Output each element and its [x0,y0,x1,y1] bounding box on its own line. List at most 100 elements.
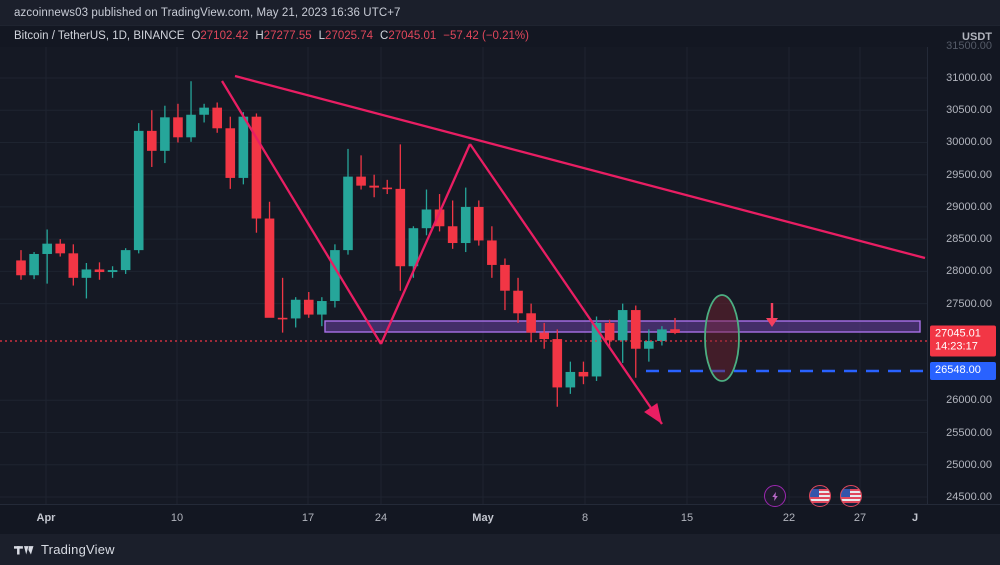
ohlc-high: H27277.55 [255,30,311,42]
candle [212,102,222,133]
candle [447,200,458,249]
time-tick: 22 [782,512,796,524]
countdown-timer: 14:23:17 [935,340,978,353]
price-tick: 29500.00 [946,168,992,181]
ohlc-close: C27045.01 [380,30,436,42]
high-label: H [255,30,264,42]
trendline-arrowhead [644,402,662,424]
blue-level-badge[interactable]: 26548.00 [930,362,996,380]
us-economic-event-marker-2[interactable] [840,485,862,507]
candle [251,113,262,233]
candle [565,361,576,394]
open-value: 27102.42 [200,30,249,42]
close-label: C [380,30,389,42]
candle [133,123,144,254]
us-flag-icon [841,489,861,503]
candle [500,258,510,311]
candle [591,316,602,381]
candle [94,262,105,280]
candle [120,248,131,274]
candle [55,239,66,257]
us-flag-icon [810,489,830,503]
candle [395,144,406,291]
candle [487,226,497,278]
highlight-ellipse [704,294,740,382]
time-tick: Apr [36,512,56,524]
axis-corner [928,504,1000,534]
blue-level-value: 26548.00 [935,364,981,376]
footer-bar: TradingView [0,534,1000,565]
time-tick: 8 [581,512,589,524]
candle [16,250,26,280]
candle [474,200,484,246]
time-tick: 10 [170,512,184,524]
candle [578,361,589,385]
candle [238,112,249,185]
candle [330,244,340,308]
candle [303,292,314,318]
tradingview-logo-icon [14,546,34,555]
candle [277,277,288,333]
red-down-arrow [766,303,778,327]
chart-legend: Bitcoin / TetherUS, 1D, BINANCE O27102.4… [14,30,529,42]
price-tick: 26000.00 [946,394,992,407]
candle [356,155,366,190]
candle [81,263,92,299]
price-axis-unit: USDT [962,31,992,43]
price-tick: 30500.00 [946,104,992,117]
price-tick: 25000.00 [946,458,992,471]
price-tick: 29000.00 [946,200,992,213]
steep-downtrend [221,80,382,345]
close-value: 27045.01 [388,30,437,42]
attribution-bar: azcoinnews03 published on TradingView.co… [0,0,1000,26]
descending-resistance [234,74,926,260]
candle [173,103,183,143]
change-value: −57.42 (−0.21%) [443,30,529,42]
candle [317,297,327,327]
candle [644,329,654,362]
price-tick: 31500.00 [946,39,992,52]
last-price-badge: 27045.01 14:23:17 [930,325,996,357]
us-economic-event-marker-1[interactable] [809,485,831,507]
lightning-bolt-icon [771,491,778,501]
candle [42,229,52,284]
time-tick: 24 [374,512,388,524]
attribution-text: azcoinnews03 published on TradingView.co… [14,6,401,19]
low-label: L [318,30,326,42]
candle [513,277,523,323]
candle [657,326,667,346]
time-tick: J [911,512,919,524]
price-axis[interactable]: USDT 31500.00 31000.00 30500.00 30000.00 295… [928,26,1000,504]
low-value: 27025.74 [325,30,374,42]
volatility-event-marker[interactable] [764,485,786,507]
falling-leg-with-arrow [469,143,663,425]
candle [29,252,39,280]
candle [526,303,536,343]
candle [68,244,79,286]
candle [107,266,118,278]
high-value: 27277.55 [263,30,312,42]
candle [421,189,432,236]
price-tick: 24500.00 [946,491,992,503]
time-axis[interactable]: Apr 10 17 24 May 8 15 22 27 J [0,504,928,534]
time-tick: 27 [853,512,867,524]
chart-plot-area[interactable] [0,47,928,504]
price-tick: 31000.00 [946,72,992,84]
candlestick-chart [0,47,927,504]
ohlc-low: L27025.74 [319,30,373,42]
candle [343,148,353,255]
price-tick: 28000.00 [946,265,992,278]
candle [199,103,209,123]
ohlc-open: O27102.42 [191,30,248,42]
brand-label: TradingView [41,542,115,557]
candle [225,116,236,189]
price-tick: 27500.00 [946,297,992,310]
candle [617,303,628,363]
candle [382,179,393,195]
candle [147,110,157,167]
symbol-label[interactable]: Bitcoin / TetherUS, 1D, BINANCE [14,30,185,42]
candle [460,187,471,253]
price-tick: 28500.00 [946,233,992,246]
time-tick: 15 [680,512,694,524]
candle [160,105,170,164]
